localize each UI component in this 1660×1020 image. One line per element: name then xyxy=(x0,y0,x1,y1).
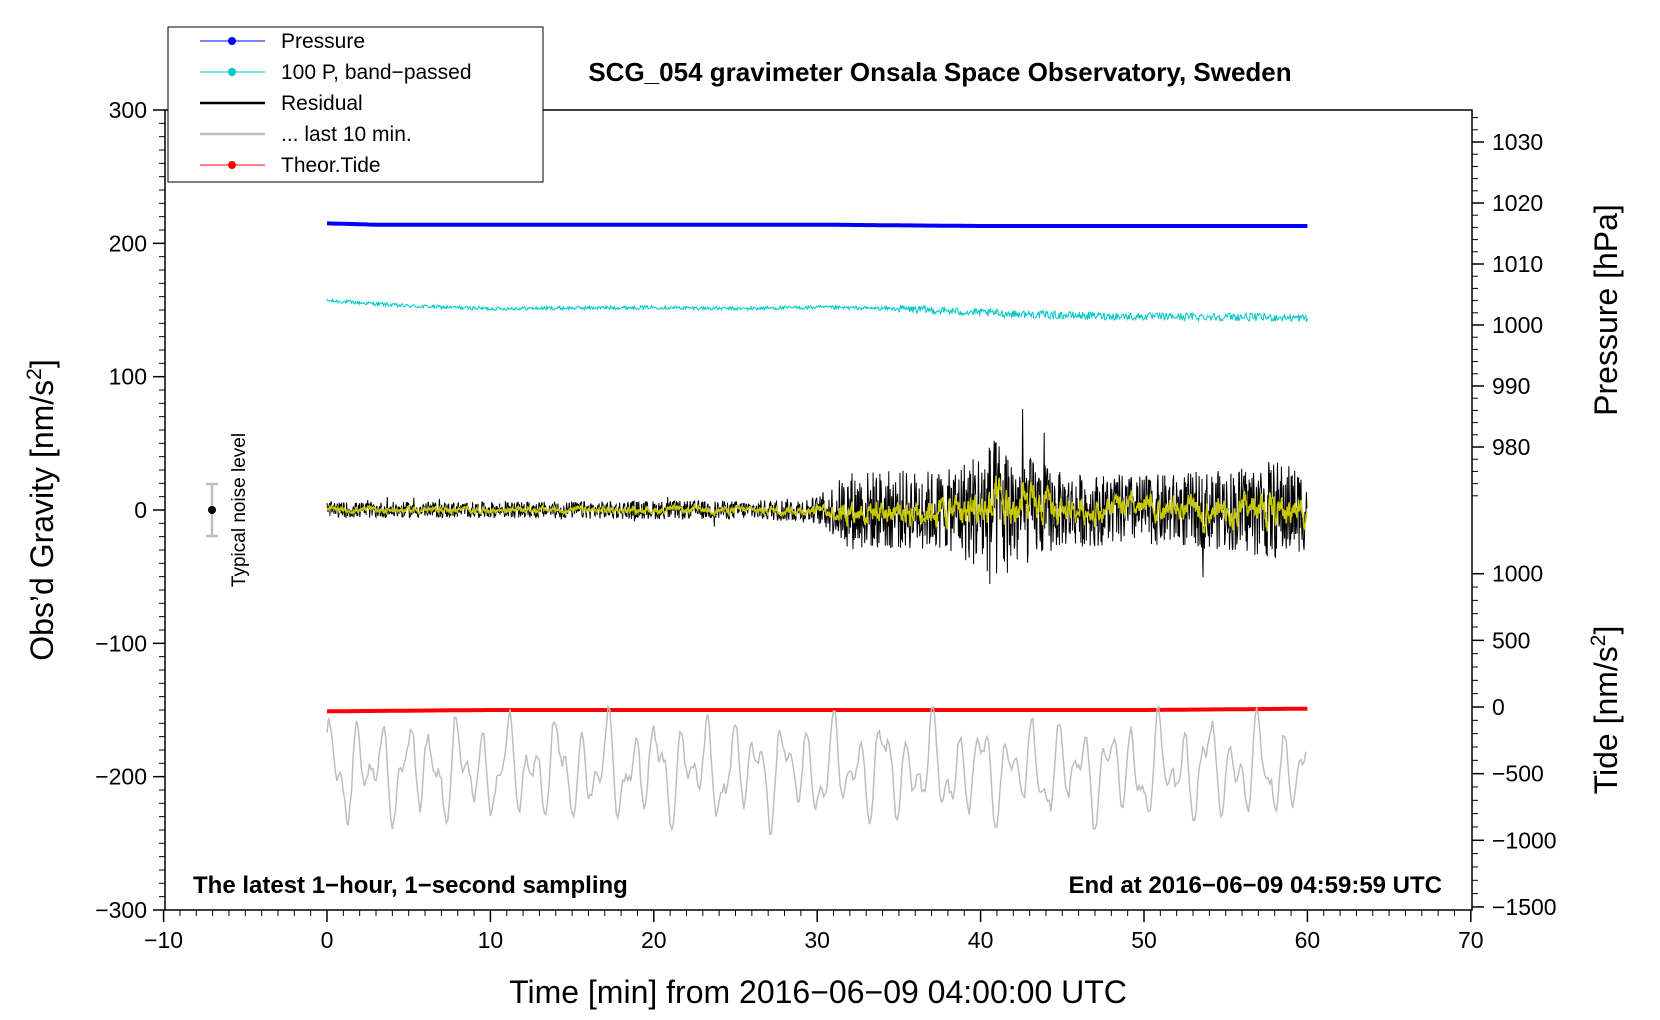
x-tick-label: 10 xyxy=(478,927,504,953)
legend-label: Residual xyxy=(281,92,363,115)
y-tick-label: −100 xyxy=(95,630,147,656)
tide-tick-label: −1000 xyxy=(1492,827,1557,853)
noise-dot xyxy=(208,506,216,514)
y-tick-label: 200 xyxy=(109,230,147,256)
x-tick-label: 60 xyxy=(1295,927,1321,953)
x-tick-label: −10 xyxy=(144,927,183,953)
y-tick-label: 100 xyxy=(109,364,147,390)
tide-series xyxy=(327,706,1308,714)
noise-indicator: Typical noise level xyxy=(206,433,250,587)
tide-tick-label: 500 xyxy=(1492,627,1530,653)
pressure-series xyxy=(326,221,1308,228)
legend-marker xyxy=(228,161,236,169)
y-tick-label: −300 xyxy=(95,897,147,923)
tide-tick-label: −1500 xyxy=(1492,894,1557,920)
x-tick-label: 50 xyxy=(1131,927,1157,953)
y-axis-title-left-sup: 2 xyxy=(23,368,46,380)
x-axis-title: Time [min] from 2016−06−09 04:00:00 UTC xyxy=(509,974,1127,1010)
legend-marker xyxy=(228,37,236,45)
legend-label: ... last 10 min. xyxy=(281,123,412,146)
chart-title: SCG_054 gravimeter Onsala Space Observat… xyxy=(588,57,1291,87)
pressure-tick-label: 1030 xyxy=(1492,129,1543,155)
pressure-tick-label: 1010 xyxy=(1492,251,1543,277)
legend-box xyxy=(167,26,544,183)
series-layer xyxy=(326,221,1308,836)
x-tick-label: 20 xyxy=(641,927,667,953)
x-tick-label: 0 xyxy=(321,927,334,953)
pressure-tick-label: 980 xyxy=(1492,434,1530,460)
pressure-axis-title: Pressure [hPa] xyxy=(1588,204,1624,416)
x-tick-label: 40 xyxy=(968,927,994,953)
last-10-min-series xyxy=(326,704,1307,836)
tide-axis-title: Tide [nm/s2] xyxy=(1587,626,1624,795)
y-tick-label: 0 xyxy=(134,497,147,523)
legend: Pressure 100 P, band−passed Residual ... la… xyxy=(167,26,544,183)
bandpassed-pressure-series xyxy=(326,297,1308,323)
pressure-tick-label: 990 xyxy=(1492,373,1530,399)
note-right: End at 2016−06−09 04:59:59 UTC xyxy=(1068,872,1442,899)
y-tick-label: −200 xyxy=(95,764,147,790)
legend-marker xyxy=(228,68,236,76)
tide-axis-title-sup: 2 xyxy=(1587,635,1610,647)
tide-tick-label: 0 xyxy=(1492,694,1505,720)
tide-tick-label: −500 xyxy=(1492,761,1544,787)
axes-layer: −10 0 10 20 30 40 50 60 703002001000−100−200−300… xyxy=(95,97,1556,953)
legend-label: Pressure xyxy=(281,30,365,53)
y-tick-label: 300 xyxy=(109,97,147,123)
residual-smoothed-series xyxy=(326,475,1308,534)
x-tick-label: 30 xyxy=(804,927,830,953)
legend-label: 100 P, band−passed xyxy=(281,61,472,84)
pressure-tick-label: 1000 xyxy=(1492,312,1543,338)
noise-label: Typical noise level xyxy=(229,433,250,587)
tide-tick-label: 1000 xyxy=(1492,561,1543,587)
pressure-tick-label: 1020 xyxy=(1492,190,1543,216)
legend-label: Theor.Tide xyxy=(281,154,381,177)
x-tick-label: 70 xyxy=(1458,927,1484,953)
note-left: The latest 1−hour, 1−second sampling xyxy=(193,872,628,899)
residual-series xyxy=(326,408,1308,585)
y-axis-title-left: Obs’d Gravity [nm/s2] xyxy=(23,359,60,661)
